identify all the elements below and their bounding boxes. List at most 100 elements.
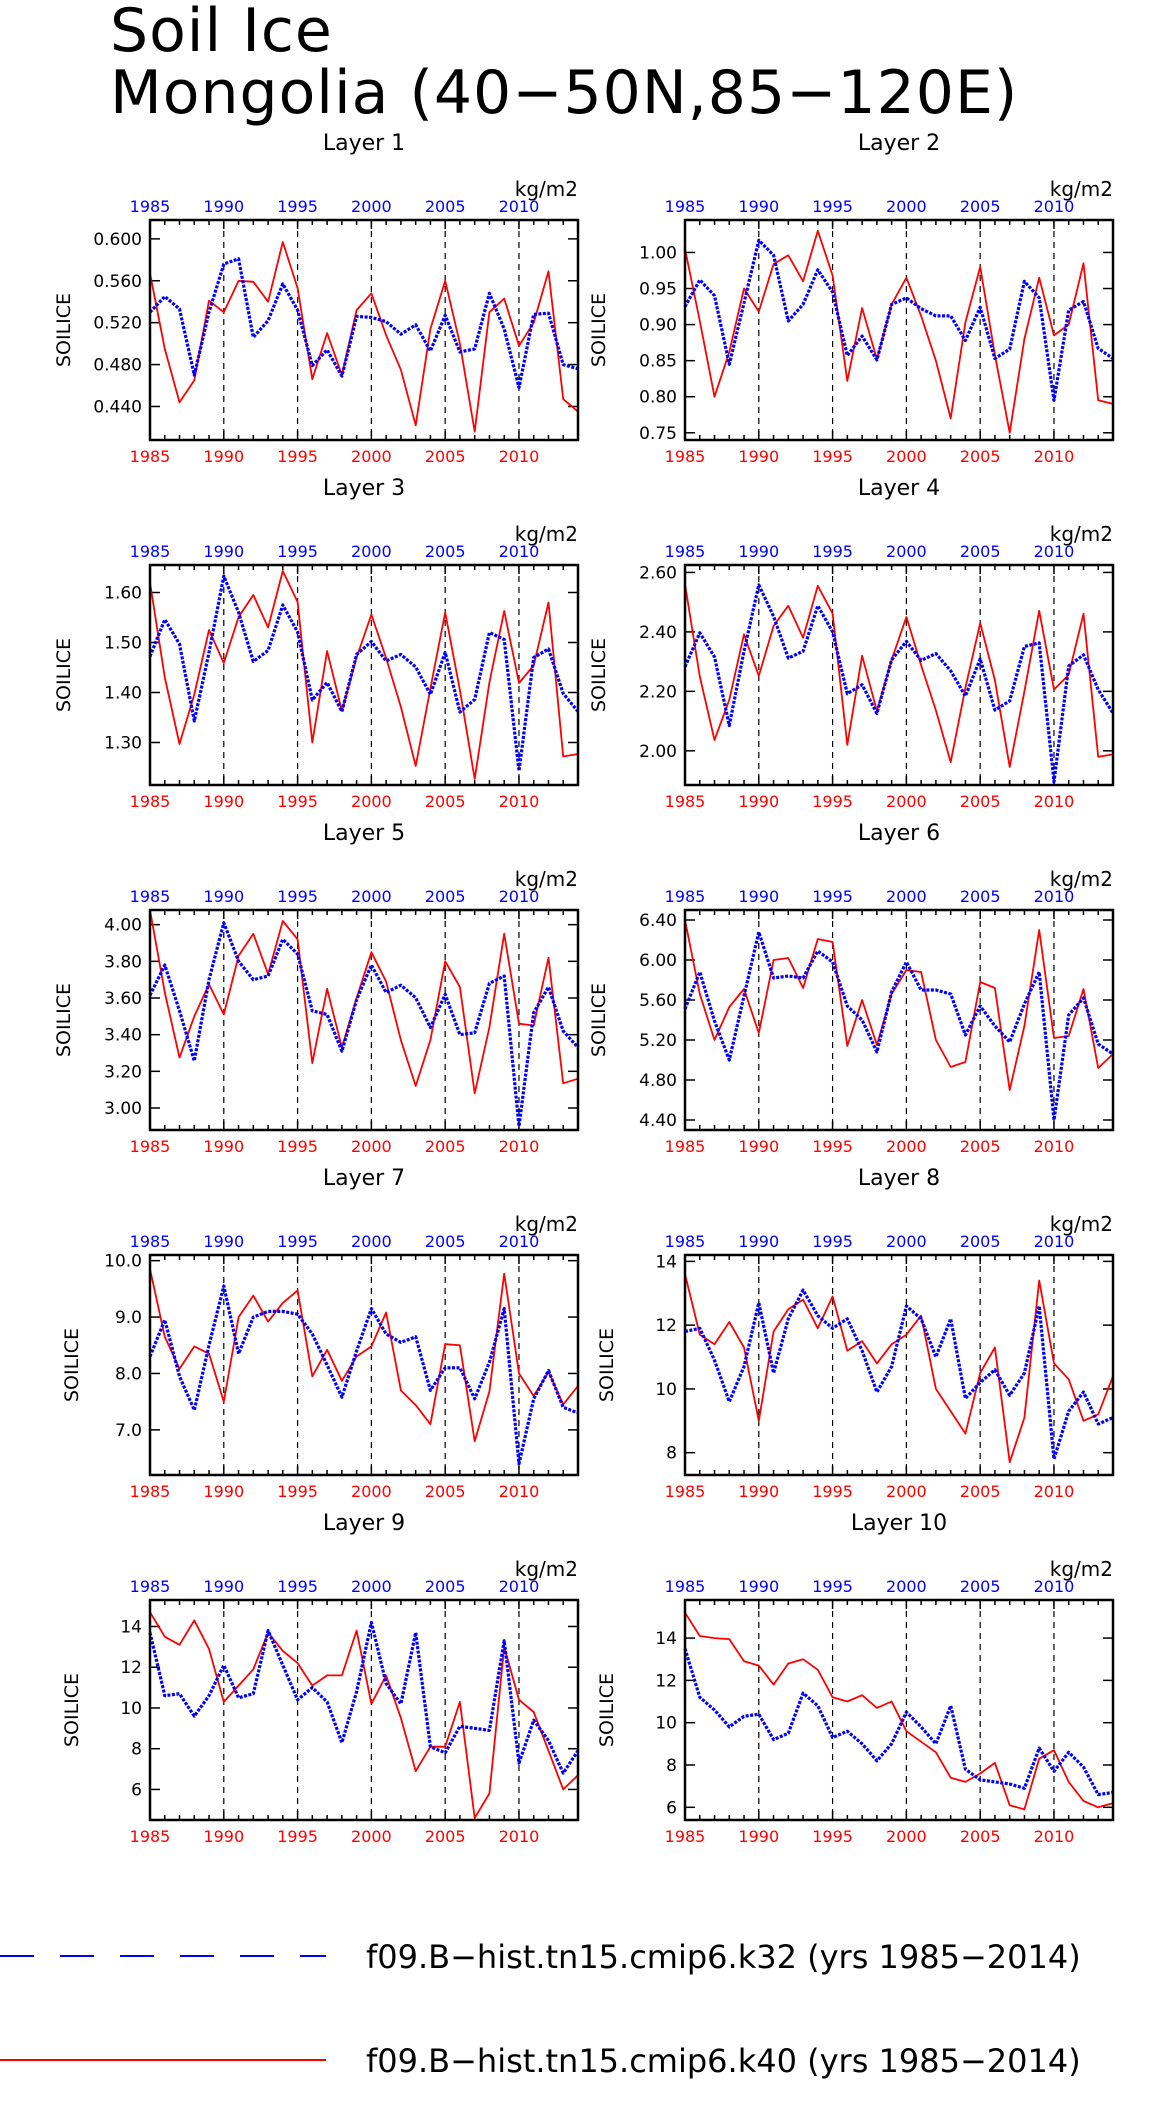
x-tick-label-top: 2000 xyxy=(351,197,392,216)
chart-title: Layer 4 xyxy=(858,476,940,501)
x-tick-label-top: 1995 xyxy=(277,197,318,216)
x-tick-label-bottom: 1995 xyxy=(277,1137,318,1156)
y-tick-label: 0.85 xyxy=(639,352,677,372)
chart-title: Layer 2 xyxy=(858,131,940,156)
y-tick-label: 12 xyxy=(655,1316,677,1336)
x-tick-label-bottom: 2005 xyxy=(425,1137,466,1156)
x-tick-label-bottom: 2000 xyxy=(351,1137,392,1156)
x-tick-label-bottom: 1985 xyxy=(665,1827,706,1846)
units-label: kg/m2 xyxy=(515,867,578,891)
x-tick-label-bottom: 1990 xyxy=(738,447,779,466)
x-tick-label-bottom: 1985 xyxy=(130,1482,171,1501)
y-tick-label: 0.75 xyxy=(639,424,677,444)
y-axis-label: SOILICE xyxy=(588,293,610,367)
x-tick-label-top: 1990 xyxy=(203,887,244,906)
chart-layer-8: Layer 8 kg/m2 1985 1985 1990 1990 1995 1995 2000… xyxy=(596,1166,1115,1501)
plot-frame xyxy=(148,218,580,442)
x-tick-label-bottom: 1990 xyxy=(738,1137,779,1156)
x-tick-label-top: 2005 xyxy=(425,197,466,216)
x-tick-label-top: 2010 xyxy=(499,1577,540,1596)
x-tick-label-bottom: 2010 xyxy=(499,1137,540,1156)
y-tick-label: 10 xyxy=(655,1380,677,1400)
series-line-k32 xyxy=(683,583,1115,784)
y-tick-label: 10 xyxy=(655,1714,677,1734)
y-tick-label: 5.60 xyxy=(639,991,677,1011)
x-tick-label-top: 1985 xyxy=(665,197,706,216)
x-tick-label-top: 1995 xyxy=(277,887,318,906)
x-tick-label-bottom: 2010 xyxy=(499,447,540,466)
x-tick-label-bottom: 2000 xyxy=(351,1827,392,1846)
series-line-k40 xyxy=(149,241,579,433)
page-title-line2: Mongolia (40−50N,85−120E) xyxy=(110,58,1019,128)
y-tick-label: 6.40 xyxy=(639,911,677,931)
x-tick-label-top: 1995 xyxy=(812,197,853,216)
x-tick-label-bottom: 2010 xyxy=(1034,1482,1075,1501)
units-label: kg/m2 xyxy=(1050,522,1113,546)
x-tick-label-bottom: 2010 xyxy=(1034,792,1075,811)
x-tick-label-bottom: 1990 xyxy=(203,792,244,811)
x-tick-label-bottom: 1985 xyxy=(130,792,171,811)
chart-layer-3: Layer 3 kg/m2 1985 1985 1990 1990 1995 1995 2000… xyxy=(53,476,580,811)
y-tick-label: 3.40 xyxy=(104,1026,142,1046)
x-tick-label-top: 1995 xyxy=(812,1577,853,1596)
x-tick-label-top: 1995 xyxy=(277,1577,318,1596)
plot-frame xyxy=(683,218,1115,442)
x-tick-label-top: 1990 xyxy=(738,542,779,561)
x-tick-label-top: 2000 xyxy=(886,197,927,216)
series-line-k40 xyxy=(149,909,579,1095)
x-tick-label-top: 1985 xyxy=(130,1577,171,1596)
y-axis-label: SOILICE xyxy=(53,293,75,367)
y-axis-label: SOILICE xyxy=(53,983,75,1057)
x-tick-label-bottom: 2010 xyxy=(1034,1137,1075,1156)
y-tick-label: 2.60 xyxy=(639,563,677,583)
series-line-k32 xyxy=(148,1284,579,1466)
x-tick-label-bottom: 2005 xyxy=(960,792,1001,811)
x-tick-label-top: 1985 xyxy=(665,1232,706,1251)
plot-frame xyxy=(683,1253,1115,1477)
x-tick-label-top: 2005 xyxy=(960,1577,1001,1596)
x-tick-label-bottom: 2000 xyxy=(351,792,392,811)
x-tick-label-bottom: 1990 xyxy=(203,1137,244,1156)
y-axis-label: SOILICE xyxy=(61,1673,83,1747)
x-tick-label-bottom: 2000 xyxy=(351,447,392,466)
x-tick-label-top: 2010 xyxy=(1034,887,1075,906)
x-tick-label-top: 1985 xyxy=(665,1577,706,1596)
chart-layer-5: Layer 5 kg/m2 1985 1985 1990 1990 1995 1995 2000… xyxy=(53,821,580,1156)
x-tick-label-bottom: 2010 xyxy=(499,792,540,811)
plot-frame xyxy=(683,1598,1115,1822)
x-tick-label-top: 2000 xyxy=(886,542,927,561)
y-axis-label: SOILICE xyxy=(588,638,610,712)
y-tick-label: 12 xyxy=(120,1658,142,1678)
y-tick-label: 0.95 xyxy=(639,280,677,300)
chart-layer-9: Layer 9 kg/m2 1985 1985 1990 1990 1995 1995 2000… xyxy=(61,1511,580,1846)
x-tick-label-top: 2005 xyxy=(960,887,1001,906)
x-tick-label-top: 1990 xyxy=(203,542,244,561)
x-tick-label-top: 2010 xyxy=(499,1232,540,1251)
x-tick-label-bottom: 1995 xyxy=(277,1482,318,1501)
y-tick-label: 6 xyxy=(666,1798,677,1818)
x-tick-label-bottom: 1995 xyxy=(812,1482,853,1501)
x-tick-label-top: 2010 xyxy=(1034,1232,1075,1251)
x-tick-label-bottom: 2000 xyxy=(351,1482,392,1501)
units-label: kg/m2 xyxy=(1050,867,1113,891)
series-line-k40 xyxy=(684,1612,1114,1811)
y-tick-label: 2.00 xyxy=(639,742,677,762)
x-tick-label-top: 1995 xyxy=(812,1232,853,1251)
y-tick-label: 9.0 xyxy=(115,1308,142,1328)
y-tick-label: 6 xyxy=(131,1780,142,1800)
y-tick-label: 3.20 xyxy=(104,1062,142,1082)
x-tick-label-bottom: 2005 xyxy=(425,792,466,811)
chart-title: Layer 5 xyxy=(323,821,405,846)
x-tick-label-top: 2000 xyxy=(886,1577,927,1596)
legend: f09.B−hist.tn15.cmip6.k32 (yrs 1985−2014… xyxy=(0,1938,1081,2080)
y-tick-label: 14 xyxy=(655,1252,677,1272)
x-tick-label-bottom: 1985 xyxy=(665,1137,706,1156)
x-tick-label-top: 2005 xyxy=(425,1577,466,1596)
y-tick-label: 4.40 xyxy=(639,1111,677,1131)
y-tick-label: 2.40 xyxy=(639,623,677,643)
units-label: kg/m2 xyxy=(515,177,578,201)
y-tick-label: 4.80 xyxy=(639,1071,677,1091)
y-axis-label: SOILICE xyxy=(53,638,75,712)
plot-frame xyxy=(148,1253,580,1477)
